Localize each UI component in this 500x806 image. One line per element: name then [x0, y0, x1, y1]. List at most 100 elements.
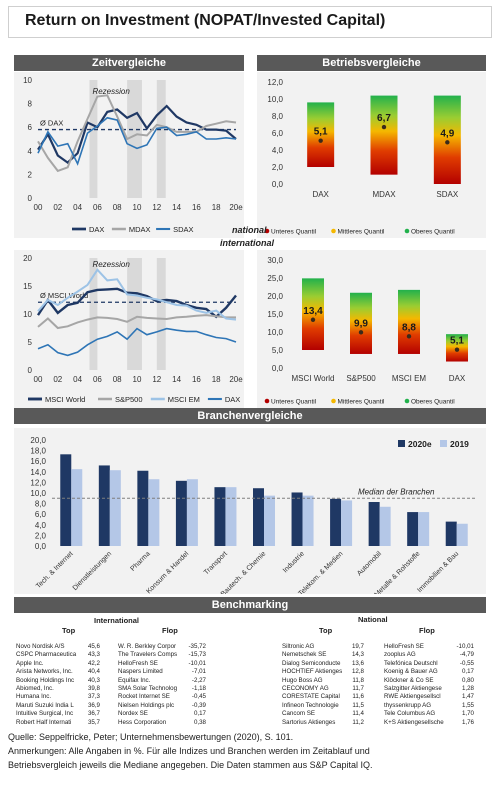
- nat-flop-name: Klöckner & Co SE: [384, 676, 434, 684]
- legend-label: S&P500: [115, 395, 143, 404]
- int-top-name: Booking Holdings Inc: [16, 676, 75, 684]
- nat-flop-name: thyssenkrupp AG: [384, 701, 432, 709]
- y-tick-label: 6: [28, 123, 33, 132]
- nat-flop-value: 0,80: [461, 676, 474, 684]
- nat-top-value: 11,6: [352, 693, 364, 701]
- median-label: 9,9: [354, 318, 368, 329]
- y-tick-label: 4,0: [272, 146, 284, 155]
- bar-2019: [186, 479, 198, 546]
- x-tick-label: 12: [152, 203, 161, 212]
- quantile-bar: [307, 102, 335, 167]
- int-flop-name: Nordex SE: [118, 710, 148, 718]
- x-tick-label: 16: [192, 203, 201, 212]
- x-tick-label: S&P500: [346, 374, 376, 383]
- legend-label: Unteres Quantil: [271, 229, 317, 236]
- y-tick-label: 10,0: [267, 95, 283, 104]
- y-tick-label: 8,0: [35, 500, 47, 509]
- y-tick-label: 10,0: [30, 489, 46, 498]
- int-flop-value: 0,17: [193, 710, 206, 718]
- nat-flop-value: -0,55: [459, 659, 474, 667]
- int-flop-name: Equifax Inc.: [118, 676, 151, 684]
- y-tick-label: 12,0: [30, 478, 46, 487]
- legend-label: Mittleres Quantil: [338, 399, 386, 406]
- median-point: [318, 138, 323, 143]
- nat-flop-label: Flop: [419, 626, 435, 635]
- legend-swatch: [264, 398, 270, 404]
- nat-flop-value: 1,70: [461, 710, 474, 718]
- header-betriebsvergleiche: Betriebsvergleiche: [257, 55, 486, 71]
- y-tick-label: 2,0: [35, 531, 47, 540]
- x-tick-label: 14: [172, 375, 181, 384]
- bar-2020e: [60, 454, 72, 546]
- x-tick-label: 10: [133, 375, 142, 384]
- x-tick-label: 04: [73, 203, 82, 212]
- y-tick-label: 0,0: [272, 364, 284, 373]
- nat-top-value: 19,7: [351, 643, 364, 650]
- y-tick-label: 20,0: [267, 292, 283, 301]
- nat-flop-value: -4,79: [459, 651, 474, 659]
- legend-label: 2020e: [408, 439, 432, 449]
- legend-label: Oberes Quantil: [411, 399, 455, 406]
- median-label: 4,9: [440, 128, 454, 139]
- median-point: [310, 317, 316, 322]
- int-flop-name: Rocket Internet SE: [118, 693, 170, 701]
- x-tick-label: DAX: [449, 374, 466, 383]
- recession-band: [89, 258, 98, 370]
- int-top-name: Humana Inc.: [16, 693, 52, 701]
- nat-flop-name: K+S Aktiengesellsche: [384, 718, 444, 726]
- nat-top-name: Cancom SE: [282, 710, 316, 718]
- footer: Quelle: Seppelfricke, Peter; Unternehmen…: [8, 730, 492, 772]
- bar-2019: [225, 487, 237, 546]
- y-tick-label: 12,0: [267, 78, 283, 87]
- y-tick-label: 20,0: [30, 436, 46, 445]
- legend-label: Oberes Quantil: [411, 229, 455, 236]
- series-line-msci-em: [37, 268, 237, 321]
- int-top-value: 43,3: [87, 651, 100, 659]
- median-point: [358, 330, 364, 335]
- header-benchmarking: Benchmarking: [14, 597, 486, 613]
- bar-2019: [109, 470, 121, 546]
- nat-top-value: 11,8: [352, 676, 364, 684]
- nat-top-value: 13,6: [351, 659, 364, 667]
- recession-band: [156, 80, 166, 198]
- y-tick-label: 6,0: [35, 510, 47, 519]
- nat-flop-value: 1,28: [461, 685, 474, 692]
- quantile-bar: [370, 95, 398, 175]
- y-tick-label: 2: [28, 170, 33, 179]
- bar-2019: [148, 479, 160, 546]
- recession-label: Rezession: [92, 87, 130, 96]
- int-top-value: 40,3: [87, 676, 100, 684]
- nat-flop-name: Tele Columbus AG: [384, 710, 436, 718]
- bar-2020e: [214, 487, 226, 546]
- legend-swatch: [440, 440, 447, 447]
- y-tick-label: 6,0: [272, 129, 284, 138]
- nat-flop-name: zooplus AG: [384, 651, 416, 659]
- median-label: Median der Branchen: [358, 487, 435, 496]
- bar-2019: [341, 500, 353, 546]
- y-tick-label: 0: [28, 366, 33, 375]
- x-tick-label: 08: [113, 203, 122, 212]
- legend-label: Mittleres Quantil: [338, 229, 386, 236]
- legend-label: Unteres Quantil: [271, 399, 317, 406]
- x-tick-label: 20e: [229, 375, 243, 384]
- bar-2020e: [407, 512, 419, 546]
- y-tick-label: 0,0: [272, 180, 284, 189]
- y-tick-label: 16,0: [30, 457, 46, 466]
- x-tick-label: 14: [172, 203, 181, 212]
- legend-swatch: [398, 440, 405, 447]
- nat-top-name: Infineon Technologie: [282, 701, 339, 709]
- x-tick-label: DAX: [312, 190, 329, 199]
- int-flop-value: -35,72: [188, 643, 206, 650]
- nat-flop-value: 1,47: [461, 693, 474, 701]
- legend-label: 2019: [450, 439, 469, 449]
- recession-label: Rezession: [92, 260, 130, 269]
- nat-top-name: Hugo Boss AG: [282, 676, 323, 684]
- y-tick-label: 5: [28, 338, 33, 347]
- bar-2019: [302, 495, 314, 546]
- int-top-value: 42,2: [87, 659, 100, 667]
- y-tick-label: 2,0: [272, 163, 284, 172]
- recession-band: [127, 80, 142, 198]
- x-tick-label: MDAX: [372, 190, 396, 199]
- series-line-sdax: [37, 116, 237, 166]
- int-top-name: CSPC Pharmaceutica: [16, 651, 77, 659]
